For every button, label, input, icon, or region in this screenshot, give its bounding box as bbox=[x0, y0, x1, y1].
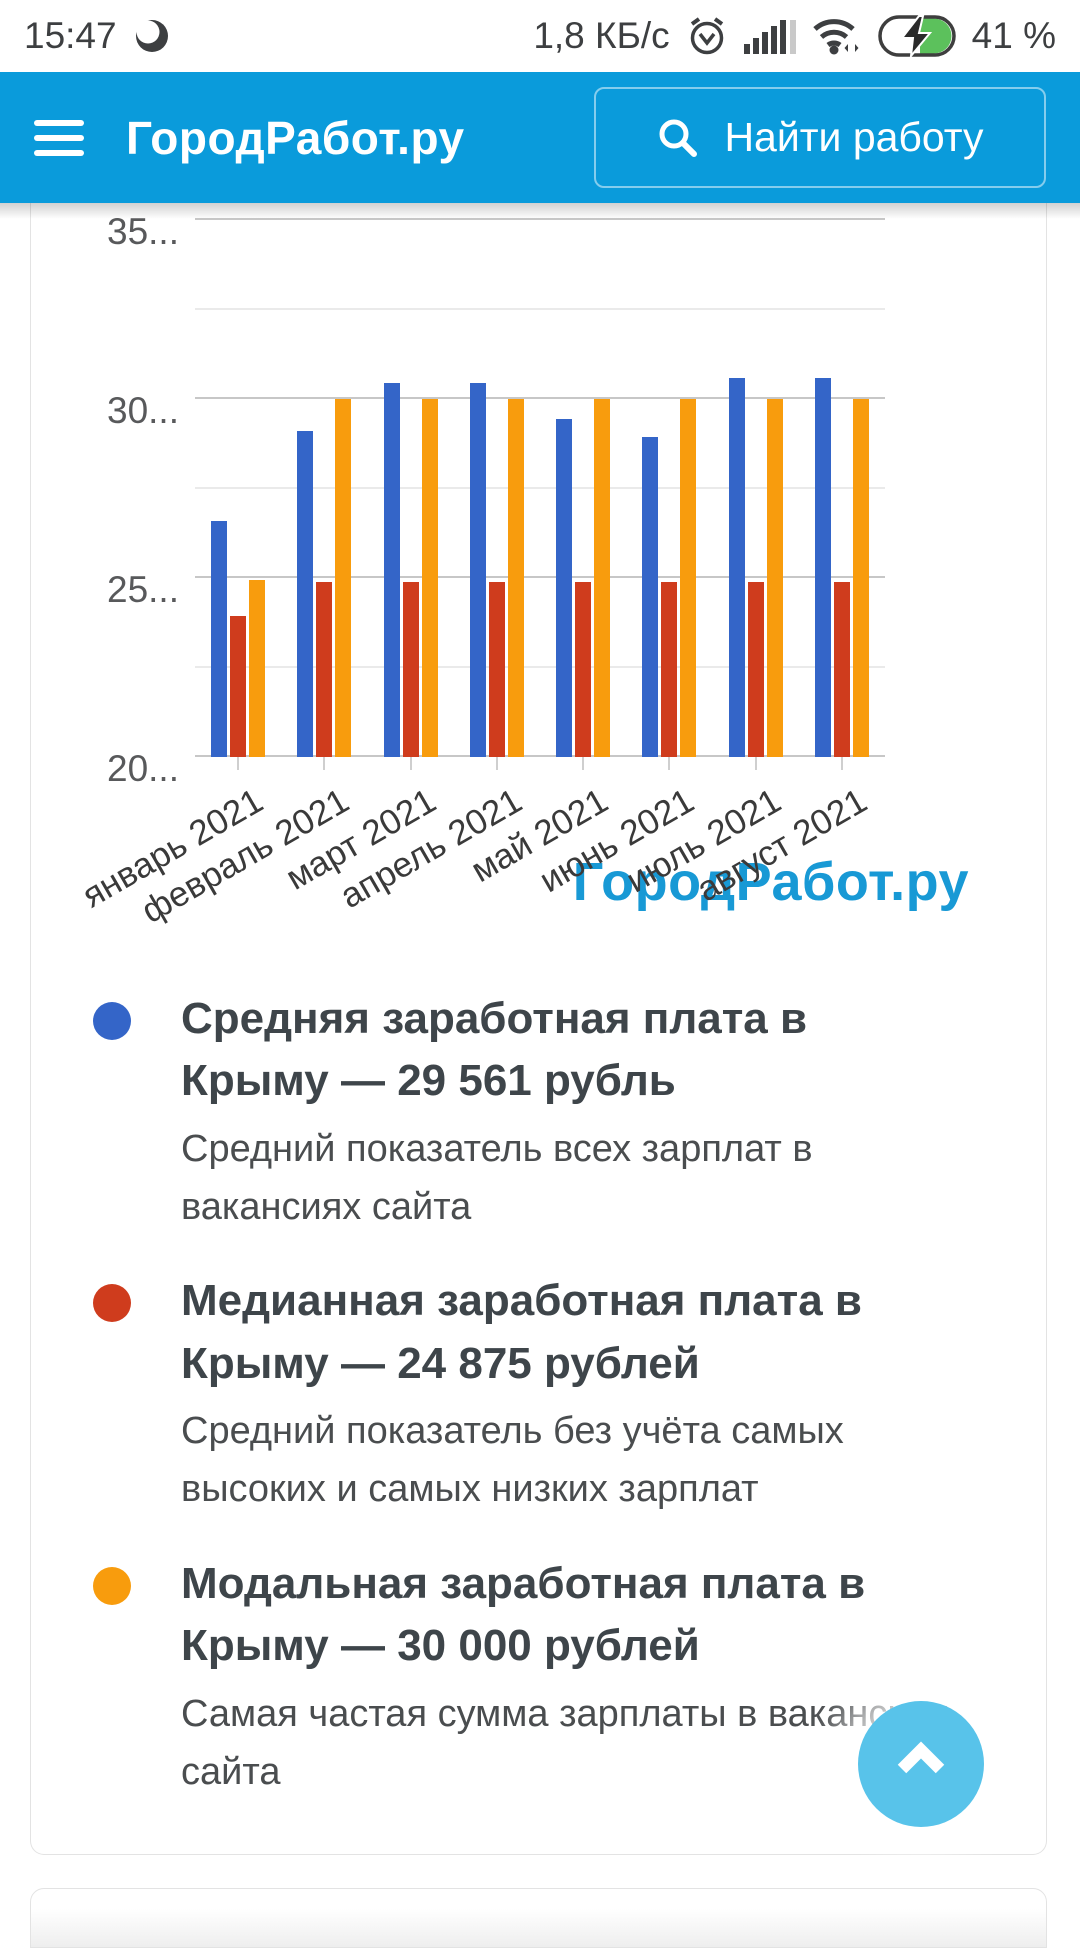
bar-средняя[interactable] bbox=[469, 382, 486, 757]
bar-медианная[interactable] bbox=[230, 615, 247, 757]
app-header: ГородРабот.ру Найти работу bbox=[0, 72, 1080, 203]
bar-модальная[interactable] bbox=[852, 399, 869, 757]
x-axis-tick bbox=[323, 757, 326, 770]
x-axis-tick bbox=[495, 757, 498, 770]
scroll-to-top-button[interactable] bbox=[858, 1701, 984, 1827]
bar-group bbox=[799, 203, 885, 757]
bar-group bbox=[540, 203, 626, 757]
x-axis-tick bbox=[237, 757, 240, 770]
status-time: 15:47 bbox=[24, 15, 117, 56]
legend-subtitle: Средний показатель без учёта самых высок… bbox=[181, 1410, 844, 1511]
legend-subtitle: Самая частая сумма зарплаты в вакансиях … bbox=[181, 1692, 949, 1793]
bar-group bbox=[454, 203, 540, 757]
bar-медианная[interactable] bbox=[488, 582, 505, 757]
plot-area bbox=[195, 203, 885, 757]
bar-модальная[interactable] bbox=[249, 579, 266, 757]
gridline bbox=[195, 486, 885, 489]
bar-средняя[interactable] bbox=[728, 377, 745, 757]
battery-percent: 41 % bbox=[971, 15, 1056, 56]
wifi-icon bbox=[812, 19, 859, 55]
site-logo[interactable]: ГородРабот.ру bbox=[126, 111, 465, 164]
bar-модальная[interactable] bbox=[421, 399, 438, 757]
bar-средняя[interactable] bbox=[814, 377, 831, 757]
x-axis-tick bbox=[668, 757, 671, 770]
gridline bbox=[195, 218, 885, 220]
legend-title: Модальная заработная плата в Крыму — 30 … bbox=[181, 1558, 866, 1671]
bar-group bbox=[626, 203, 712, 757]
chart: ГородРабот.ру 35... 30... 25... 20... январь… bbox=[57, 203, 1020, 948]
bar-медианная[interactable] bbox=[661, 582, 678, 757]
bar-медианная[interactable] bbox=[316, 582, 333, 757]
bar-средняя[interactable] bbox=[383, 382, 400, 757]
alarm-icon bbox=[690, 17, 723, 55]
gridline bbox=[195, 755, 885, 757]
legend-item-average: Средняя заработная плата в Крыму — 29 56… bbox=[93, 988, 984, 1236]
gridline bbox=[195, 665, 885, 668]
gridline bbox=[195, 576, 885, 578]
salary-chart-card: ГородРабот.ру 35... 30... 25... 20... январь… bbox=[30, 203, 1047, 1855]
bar-модальная[interactable] bbox=[680, 399, 697, 757]
menu-icon[interactable] bbox=[34, 119, 84, 156]
bar-медианная[interactable] bbox=[833, 582, 850, 757]
x-axis-tick bbox=[840, 757, 843, 770]
bar-медианная[interactable] bbox=[747, 582, 764, 757]
find-job-button[interactable]: Найти работу bbox=[594, 87, 1046, 188]
legend-item-modal: Модальная заработная плата в Крыму — 30 … bbox=[93, 1553, 984, 1801]
network-speed: 1,8 КБ/с bbox=[533, 15, 670, 56]
bar-group bbox=[195, 203, 281, 757]
x-axis-tick bbox=[582, 757, 585, 770]
chart-watermark: ГородРабот.ру bbox=[572, 852, 969, 912]
search-icon bbox=[659, 119, 698, 157]
next-section-card bbox=[30, 1888, 1047, 1948]
y-axis-label: 25... bbox=[107, 569, 179, 610]
bar-модальная[interactable] bbox=[766, 399, 783, 757]
gridline bbox=[195, 307, 885, 310]
bar-модальная[interactable] bbox=[335, 399, 352, 757]
gridline bbox=[195, 397, 885, 399]
bar-средняя[interactable] bbox=[642, 436, 659, 757]
x-axis-tick bbox=[754, 757, 757, 770]
legend-title: Медианная заработная плата в Крыму — 24 … bbox=[181, 1276, 862, 1388]
legend-subtitle: Средний показатель всех зарплат в ваканс… bbox=[181, 1127, 813, 1228]
x-axis-tick bbox=[409, 757, 412, 770]
y-axis-label: 35... bbox=[107, 211, 179, 252]
bar-медианная[interactable] bbox=[575, 582, 592, 757]
bar-group bbox=[713, 203, 799, 757]
legend-dot-blue bbox=[93, 1002, 131, 1040]
bar-средняя[interactable] bbox=[297, 431, 314, 757]
data-saver-icon bbox=[135, 20, 168, 52]
y-axis-label: 30... bbox=[107, 390, 179, 431]
bar-модальная[interactable] bbox=[507, 399, 524, 757]
battery-charging-icon bbox=[877, 15, 956, 57]
status-bar: 15:47 1,8 КБ/с bbox=[0, 0, 1080, 72]
chevron-up-icon bbox=[897, 1741, 945, 1774]
chart-legend: Средняя заработная плата в Крыму — 29 56… bbox=[31, 948, 1046, 1801]
legend-dot-orange bbox=[93, 1566, 131, 1605]
bar-средняя[interactable] bbox=[211, 520, 228, 757]
signal-icon bbox=[743, 20, 796, 54]
y-axis-label: 20... bbox=[107, 748, 179, 789]
bar-медианная[interactable] bbox=[402, 582, 419, 757]
find-job-label: Найти работу bbox=[724, 114, 984, 160]
legend-item-median: Медианная заработная плата в Крыму — 24 … bbox=[93, 1270, 984, 1518]
bar-group bbox=[368, 203, 454, 757]
bar-модальная[interactable] bbox=[594, 399, 611, 757]
legend-dot-red bbox=[93, 1284, 131, 1323]
bar-средняя[interactable] bbox=[556, 418, 573, 757]
bar-groups bbox=[195, 203, 885, 757]
legend-title: Средняя заработная плата в Крыму — 29 56… bbox=[181, 994, 808, 1106]
bar-group bbox=[281, 203, 367, 757]
